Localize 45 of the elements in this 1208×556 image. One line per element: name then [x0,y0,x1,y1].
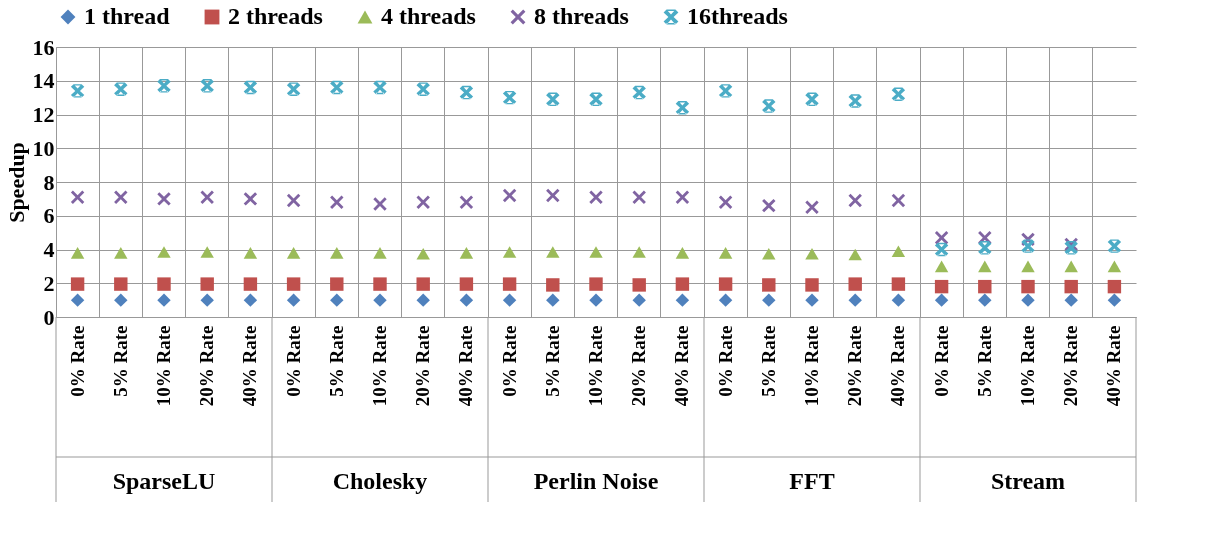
x-tick-label: 40% Rate [671,325,693,407]
x-tick-label: 5% Rate [325,325,347,397]
x-tick-label: 10% Rate [369,325,390,407]
y-tick-label: 14 [32,68,55,94]
y-tick-label: 8 [43,169,55,195]
x-tick-label: 10% Rate [1017,325,1038,407]
x-tick-label: 0% Rate [930,325,952,397]
y-tick-label: 12 [32,102,55,127]
legend-label: 8 threads [534,3,629,29]
y-tick-label: 16 [32,34,55,60]
x-tick-label: 40% Rate [239,325,261,407]
x-tick-label: 40% Rate [455,325,477,407]
x-tick-label: 20% Rate [628,325,650,407]
legend-label: 4 threads [381,3,476,29]
legend-label: 16threads [687,3,788,29]
text: Stream [990,468,1066,494]
x-tick-label: 20% Rate [412,325,434,407]
x-tick-label: 10% Rate [585,325,606,407]
x-tick-label: 0% Rate [282,325,304,397]
y-tick-label: 4 [43,237,55,262]
x-tick-label: 0% Rate [498,325,520,397]
text: FFT [789,468,835,494]
x-tick-label: 5% Rate [541,325,563,397]
y-tick-label: 10 [32,135,55,161]
x-tick-label: 0% Rate [66,325,88,397]
x-tick-label: 20% Rate [1060,325,1082,407]
x-tick-label: 10% Rate [801,325,822,407]
legend-label: 2 threads [228,3,323,29]
x-tick-label: 0% Rate [714,325,736,397]
x-tick-label: 20% Rate [196,325,218,407]
y-tick-label: 2 [43,270,55,296]
legend-label: 1 thread [84,3,171,29]
x-tick-label: 40% Rate [1103,325,1125,407]
y-axis-title: Speedup [3,142,29,223]
text: Perlin Noise [533,468,659,494]
x-tick-label: 10% Rate [153,325,174,407]
y-tick-label: 6 [43,203,55,229]
x-tick-label: 5% Rate [757,325,779,397]
y-tick-label: 0 [43,304,55,330]
text: Cholesky [332,468,428,494]
x-tick-label: 40% Rate [887,325,909,407]
x-tick-label: 20% Rate [844,325,866,407]
x-tick-label: 5% Rate [109,325,131,397]
text: SparseLU [112,468,216,494]
x-tick-label: 5% Rate [973,325,995,397]
